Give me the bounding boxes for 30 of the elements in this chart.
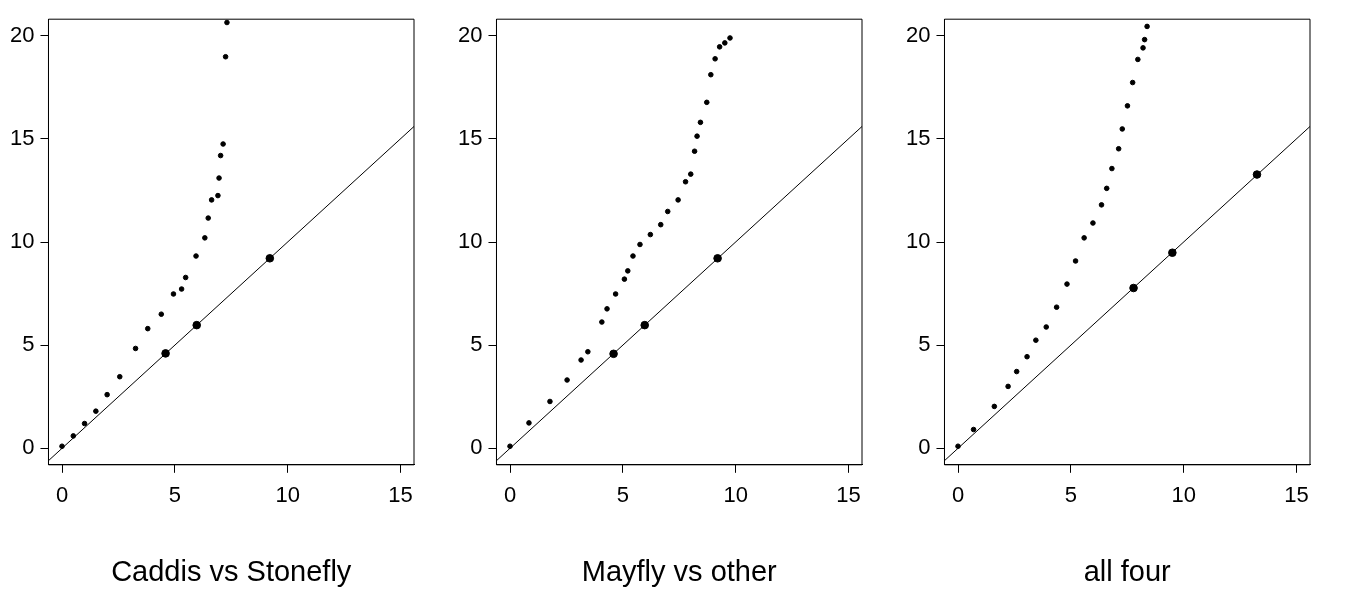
y-tick-label: 10 [9,228,35,254]
x-tick-label: 10 [1171,482,1196,508]
y-tick-label: 10 [457,228,483,254]
y-tick-label: 10 [905,228,931,254]
y-tick-label: 15 [457,124,483,150]
x-tick-label: 15 [836,482,861,508]
x-axis-title: all four [1083,554,1172,587]
y-tick-label: 5 [470,331,483,357]
y-tick-label: 5 [918,331,931,357]
x-tick-label: 0 [951,482,965,508]
x-tick-label: 5 [616,482,629,508]
x-tick-label: 5 [168,482,181,508]
x-tick-label: 0 [55,482,69,508]
y-tick-label: 15 [905,124,931,150]
x-tick-label: 0 [503,482,517,508]
x-tick-label: 15 [1284,482,1309,508]
x-tick-label: 10 [723,482,748,508]
y-tick-label: 0 [918,434,931,460]
y-tick-label: 0 [22,434,35,460]
x-axis-title: Caddis vs Stonefly [111,554,352,587]
x-tick-label: 10 [275,482,300,508]
y-tick-label: 20 [9,21,35,47]
x-axis-title: Mayfly vs other [581,554,778,587]
y-tick-label: 20 [457,21,483,47]
x-tick-label: 15 [388,482,413,508]
y-tick-label: 0 [470,434,483,460]
y-tick-label: 15 [9,124,35,150]
y-tick-label: 20 [905,21,931,47]
y-tick-label: 5 [22,331,35,357]
x-tick-label: 5 [1064,482,1077,508]
